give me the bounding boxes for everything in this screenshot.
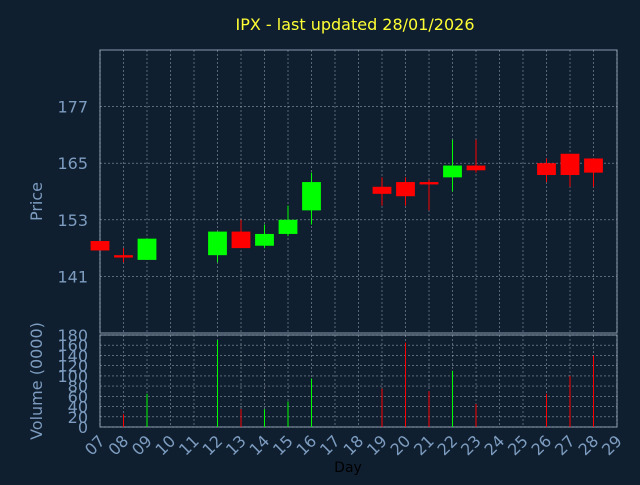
candle-body — [278, 219, 298, 234]
candle-body — [443, 165, 462, 178]
price-axis-label: Price — [27, 182, 46, 221]
volume-ytick-label: 20 — [68, 408, 88, 427]
candle-body — [466, 165, 486, 171]
candle-body — [137, 238, 157, 260]
candle-body — [372, 186, 392, 194]
volume-ytick-label: 180 — [57, 326, 88, 345]
candle-body — [208, 231, 227, 256]
volume-ytick-label: 40 — [68, 398, 88, 417]
volume-ytick-label: 0 — [78, 418, 88, 437]
volume-ytick-label: 140 — [57, 346, 88, 365]
candle-body — [537, 163, 556, 175]
candle-body — [584, 158, 603, 173]
price-ytick-label: 153 — [57, 211, 88, 230]
x-axis: 0708091011121314151617181920212223242526… — [81, 431, 626, 459]
candle-body — [90, 241, 110, 251]
candle-body — [255, 233, 274, 246]
candle-body — [419, 182, 439, 185]
candle-body — [396, 182, 415, 197]
chart-title: IPX - last updated 28/01/2026 — [235, 15, 474, 34]
volume-ytick-label: 100 — [57, 367, 88, 386]
price-ytick-label: 165 — [57, 154, 88, 173]
volume-ytick-label: 60 — [68, 387, 88, 406]
price-ytick-label: 141 — [57, 267, 88, 286]
volume-ytick-label: 120 — [57, 357, 88, 376]
candle-body — [114, 255, 133, 258]
price-ytick-label: 177 — [57, 98, 88, 117]
candle-body — [560, 153, 580, 175]
volume-axis-label: Volume (0000) — [27, 322, 46, 440]
price-panel: 141 153 165 177 Price — [27, 49, 618, 334]
volume-ytick-label: 80 — [68, 377, 88, 396]
candle-body — [231, 231, 251, 249]
volume-ytick-label: 160 — [57, 336, 88, 355]
x-axis-label: Day — [334, 460, 362, 476]
candle-body — [302, 182, 321, 211]
